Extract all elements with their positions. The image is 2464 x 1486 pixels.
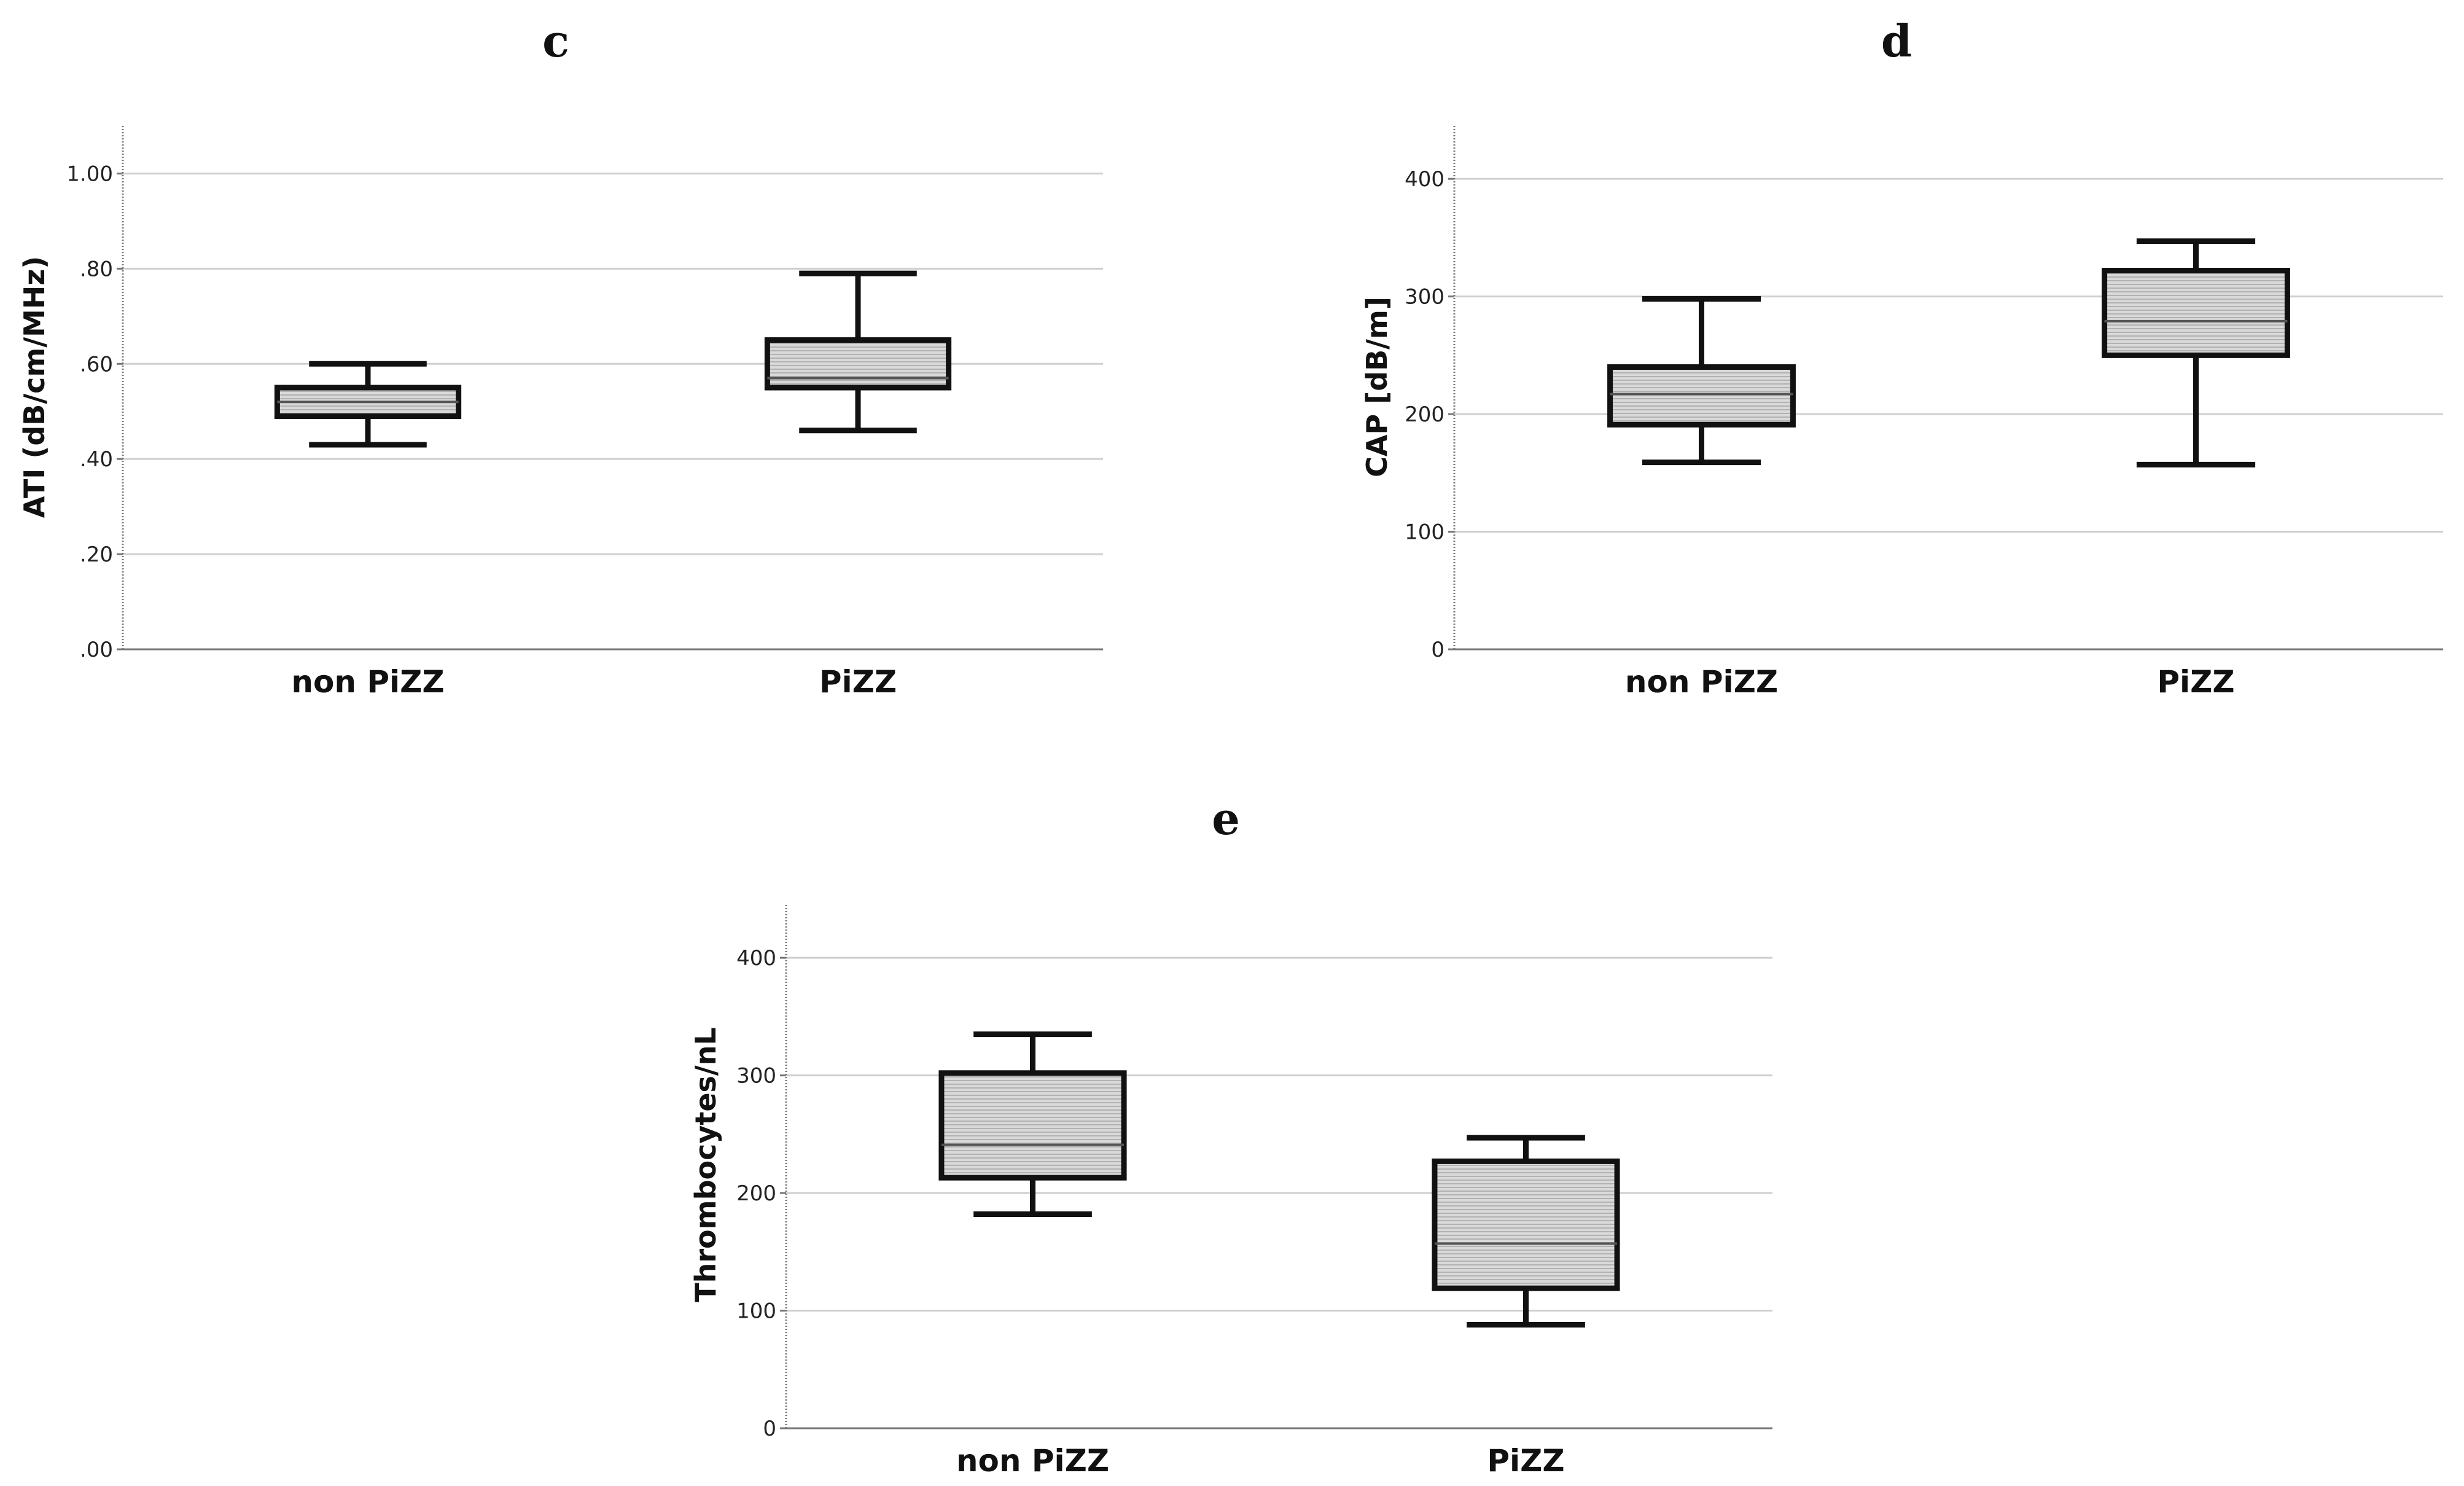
panel-label-c: c [542,15,569,67]
panel-d: d CAP [dB/m] 0 100 200 300 400 non PiZZ PiZZ [1360,15,2443,700]
y-tick-label: 100 [736,1299,776,1324]
y-tick-label: 0 [1431,638,1444,662]
y-tick-label: 200 [1405,402,1444,427]
y-tick-label: .80 [80,257,113,281]
y-axis-title-c: ATI (dB/cm/MHz) [18,256,51,518]
y-tick-label: 200 [736,1181,776,1206]
x-category-label: PiZZ [1487,1443,1564,1479]
y-tick-label: .40 [80,447,113,472]
iqr-box [938,1070,1127,1181]
y-axis-title-d: CAP [dB/m] [1360,297,1394,477]
panel-label-d: d [1881,15,1912,67]
iqr-box [1432,1158,1620,1291]
box-non-pizz [1607,295,1796,466]
y-tick-label: .20 [80,542,113,567]
y-tick-label: 400 [1405,167,1444,192]
box-pizz [764,270,952,434]
iqr-box [1607,364,1796,428]
y-tick-label: 300 [1405,285,1444,310]
box-pizz [1432,1135,1620,1328]
iqr-box [2102,267,2290,358]
x-category-label: non PiZZ [291,664,444,700]
x-category-label: non PiZZ [1625,664,1778,700]
y-tick-label: .00 [80,638,113,662]
y-tick-label: 400 [736,946,776,971]
iqr-box [764,337,952,391]
panel-label-e: e [1212,792,1240,845]
x-category-label: PiZZ [819,664,897,700]
box-non-pizz [274,361,462,448]
y-tick-label: 100 [1405,520,1444,545]
box-pizz [2102,238,2290,467]
x-category-label: non PiZZ [956,1443,1109,1479]
y-tick-label: .60 [80,352,113,377]
box-non-pizz [938,1031,1127,1218]
x-category-label: PiZZ [2157,664,2234,700]
y-tick-label: 300 [736,1064,776,1089]
y-axis-title-e: Thrombocytes/nL [689,1027,722,1302]
panel-e: e Thrombocytes/nL 0 100 200 300 400 non PiZZ… [689,792,1772,1479]
panel-c: c ATI (dB/cm/MHz) .00 .20 .40 .60 .80 1.00 no… [18,15,1103,700]
y-tick-label: 0 [763,1417,776,1441]
y-tick-label: 1.00 [66,162,113,186]
